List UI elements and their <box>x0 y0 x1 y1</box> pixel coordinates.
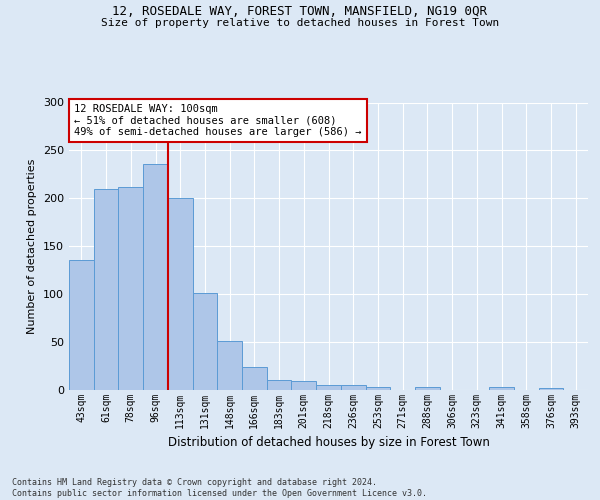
Bar <box>69 260 94 390</box>
Bar <box>316 385 341 390</box>
Bar <box>341 385 365 390</box>
Text: 12, ROSEDALE WAY, FOREST TOWN, MANSFIELD, NG19 0QR: 12, ROSEDALE WAY, FOREST TOWN, MANSFIELD… <box>113 5 487 18</box>
Text: Size of property relative to detached houses in Forest Town: Size of property relative to detached ho… <box>101 18 499 28</box>
X-axis label: Distribution of detached houses by size in Forest Town: Distribution of detached houses by size … <box>167 436 490 450</box>
Bar <box>292 382 316 390</box>
Bar <box>489 387 514 390</box>
Bar <box>539 388 563 390</box>
Bar <box>415 387 440 390</box>
Bar <box>193 293 217 390</box>
Bar <box>365 387 390 390</box>
Bar <box>143 164 168 390</box>
Bar <box>242 367 267 390</box>
Text: Contains HM Land Registry data © Crown copyright and database right 2024.
Contai: Contains HM Land Registry data © Crown c… <box>12 478 427 498</box>
Bar <box>217 341 242 390</box>
Bar <box>94 188 118 390</box>
Bar <box>168 198 193 390</box>
Bar <box>267 380 292 390</box>
Text: 12 ROSEDALE WAY: 100sqm
← 51% of detached houses are smaller (608)
49% of semi-d: 12 ROSEDALE WAY: 100sqm ← 51% of detache… <box>74 104 362 137</box>
Y-axis label: Number of detached properties: Number of detached properties <box>28 158 37 334</box>
Bar <box>118 187 143 390</box>
